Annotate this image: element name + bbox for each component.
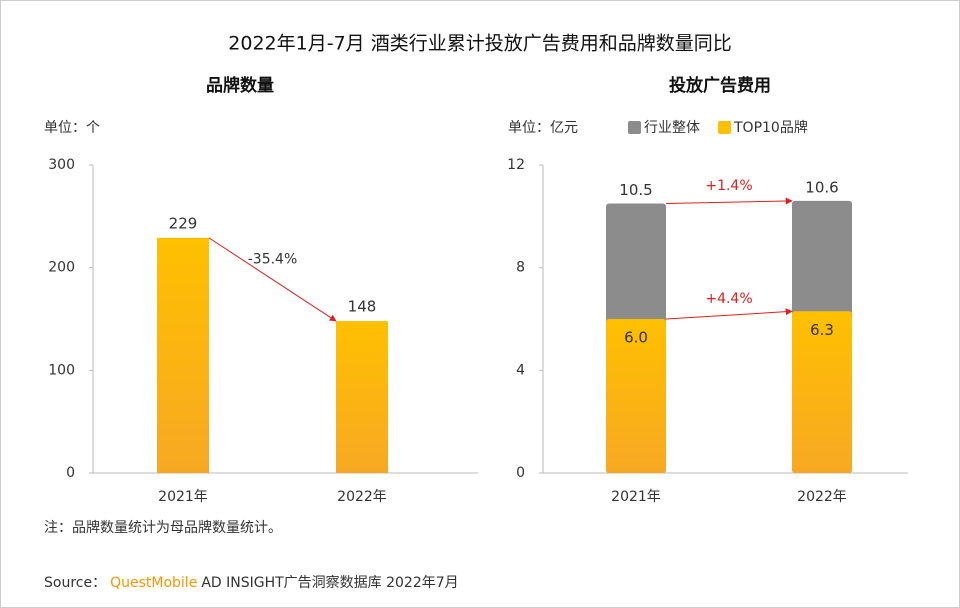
bar	[336, 321, 388, 473]
x-tick-label: 2021年	[158, 489, 208, 505]
bar	[157, 237, 209, 473]
y-tick-label: 0	[516, 465, 525, 481]
y-tick-label: 0	[66, 465, 75, 481]
value-label: 6.0	[624, 329, 648, 347]
change-arrow	[665, 308, 793, 320]
value-label: 10.6	[805, 178, 838, 196]
value-label: 229	[169, 214, 198, 232]
x-tick-label: 2021年	[611, 489, 661, 505]
source: Source： QuestMobile AD INSIGHT广告洞察数据库 2022…	[44, 574, 459, 591]
source-brand: QuestMobile	[110, 575, 197, 591]
bar	[606, 319, 666, 473]
unit-label: 单位：亿元	[508, 120, 578, 136]
note: 注：品牌数量统计为母品牌数量统计。	[44, 519, 282, 536]
x-tick-label: 2022年	[337, 489, 387, 505]
legend-swatch	[628, 121, 641, 134]
y-tick-label: 100	[48, 362, 75, 378]
change-label: +4.4%	[705, 291, 752, 307]
change-arrow	[208, 237, 337, 322]
legend-label: 行业整体	[644, 120, 700, 136]
y-tick-label: 4	[516, 362, 525, 378]
x-tick-label: 2022年	[797, 489, 847, 505]
source-text: AD INSIGHT广告洞察数据库 2022年7月	[201, 574, 458, 591]
bar	[792, 311, 852, 473]
value-label: 10.5	[619, 181, 652, 199]
y-tick-label: 200	[48, 260, 75, 276]
page-title: 2022年1月-7月 酒类行业累计投放广告费用和品牌数量同比	[228, 33, 731, 55]
unit-label: 单位：个	[44, 120, 100, 136]
value-label: 148	[348, 298, 377, 316]
y-tick-label: 8	[516, 260, 525, 276]
y-tick-label: 12	[507, 157, 525, 173]
chart-title: 投放广告费用	[669, 75, 771, 96]
y-tick-label: 300	[48, 157, 75, 173]
legend-label: TOP10品牌	[733, 119, 808, 136]
legend-swatch	[718, 121, 731, 134]
change-label: -35.4%	[248, 251, 298, 267]
change-label: +1.4%	[705, 178, 752, 194]
chart-title: 品牌数量	[206, 75, 274, 96]
source-prefix: Source：	[44, 575, 106, 591]
change-arrow	[665, 197, 793, 205]
value-label: 6.3	[810, 321, 834, 339]
